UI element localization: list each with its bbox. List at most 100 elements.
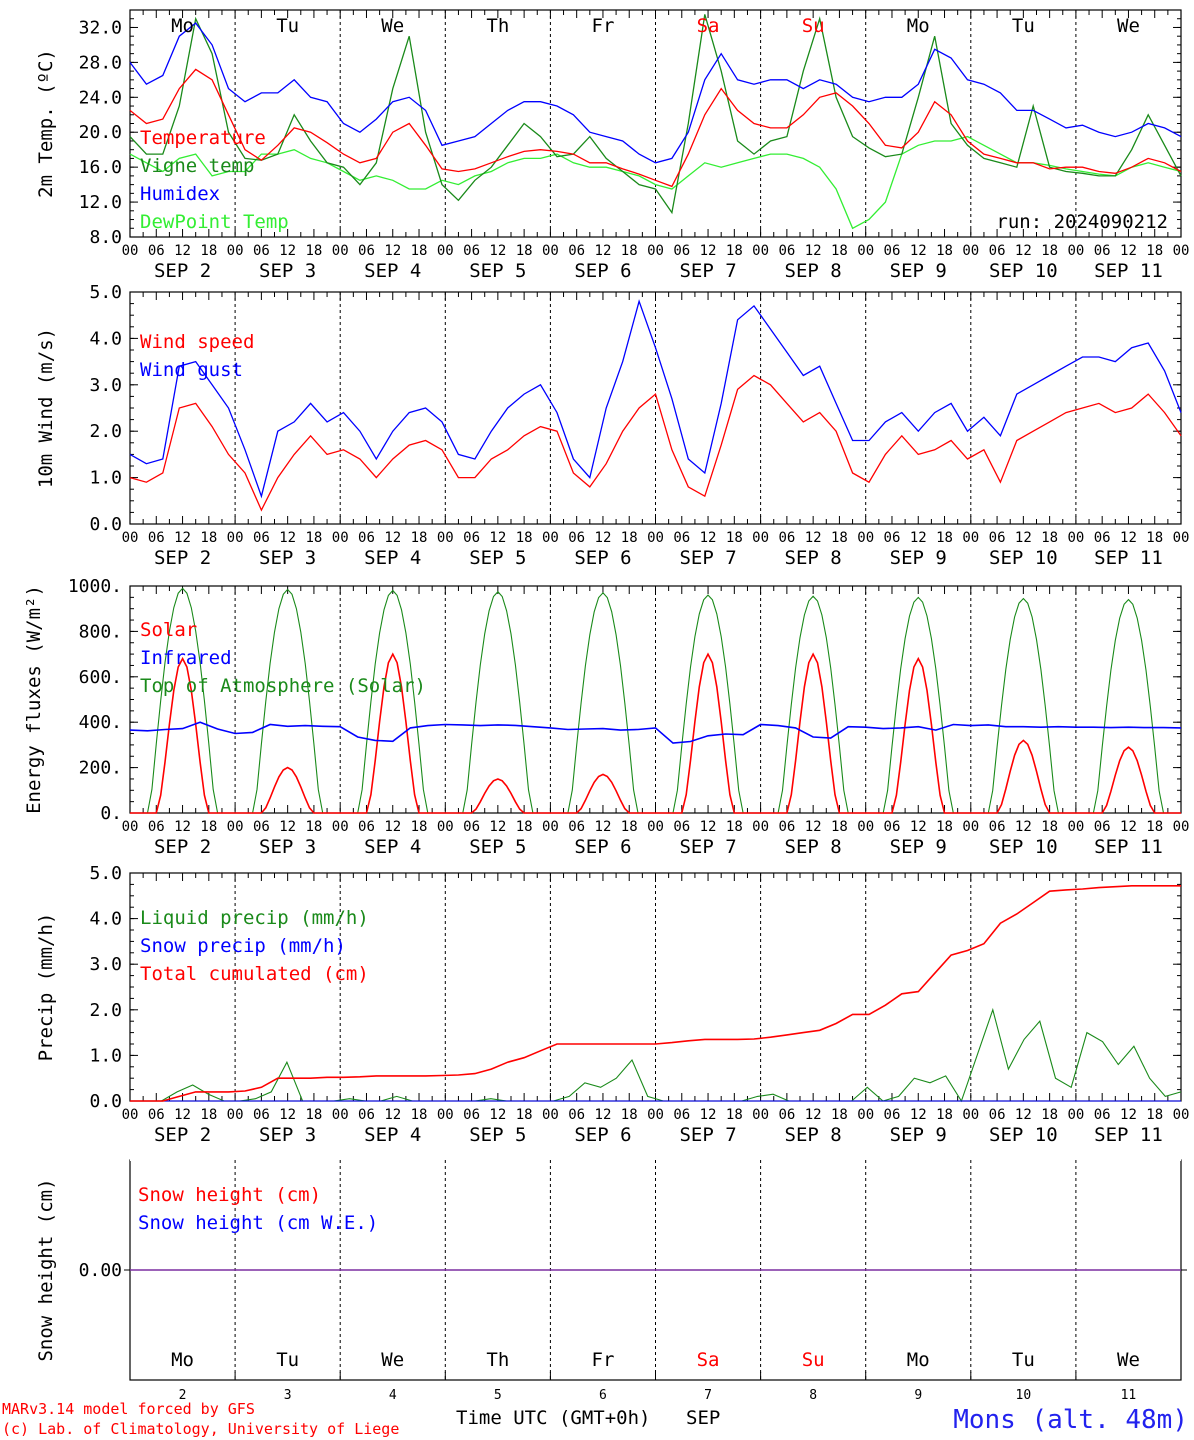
x-day-label: SEP 2 xyxy=(154,836,211,858)
x-hour-label: 18 xyxy=(621,243,638,259)
weekday-label: Sa xyxy=(697,1349,720,1371)
x-hour-label: 12 xyxy=(1015,1107,1032,1123)
x-hour-label: 06 xyxy=(253,530,270,546)
y-tick-label: 0.0 xyxy=(89,514,122,535)
x-hour-label: 12 xyxy=(700,243,717,259)
weekday-label: Mo xyxy=(171,15,194,37)
x-hour-label: 00 xyxy=(962,243,979,259)
x-day-label: SEP 10 xyxy=(989,260,1058,282)
y-tick-label: 600. xyxy=(79,667,122,688)
day-number-label: 10 xyxy=(1016,1388,1032,1403)
day-number-label: 6 xyxy=(599,1388,607,1403)
x-hour-label: 12 xyxy=(595,819,612,835)
day-number-label: 4 xyxy=(389,1388,397,1403)
x-hour-label: 18 xyxy=(1041,530,1058,546)
x-hour-label: 12 xyxy=(700,530,717,546)
series-line-wind-gust xyxy=(129,299,1182,499)
x-hour-label: 00 xyxy=(647,530,664,546)
x-hour-label: 06 xyxy=(463,243,480,259)
x-axis-month: SEP xyxy=(686,1407,720,1429)
y-tick-label: 1000. xyxy=(68,576,122,597)
weekday-label: Su xyxy=(802,15,825,37)
x-day-label: SEP 5 xyxy=(469,1124,526,1146)
x-hour-label: 12 xyxy=(595,1107,612,1123)
x-day-label: SEP 4 xyxy=(364,1124,421,1146)
series-line-vigne-temp xyxy=(129,14,1182,215)
x-hour-label: 00 xyxy=(1067,243,1084,259)
x-hour-label: 06 xyxy=(568,243,585,259)
x-hour-label: 12 xyxy=(384,530,401,546)
x-hour-label: 06 xyxy=(253,243,270,259)
x-hour-label: 12 xyxy=(1120,243,1137,259)
x-hour-label: 18 xyxy=(1146,819,1163,835)
x-day-label: SEP 10 xyxy=(989,1124,1058,1146)
x-hour-label: 00 xyxy=(437,1107,454,1123)
x-day-label: SEP 8 xyxy=(785,260,842,282)
x-hour-label: 00 xyxy=(227,1107,244,1123)
y-tick-label: 1.0 xyxy=(89,468,122,489)
x-day-label: SEP 7 xyxy=(679,836,736,858)
x-hour-label: 00 xyxy=(332,530,349,546)
x-hour-label: 12 xyxy=(489,1107,506,1123)
x-hour-label: 00 xyxy=(1067,530,1084,546)
x-day-label: SEP 9 xyxy=(890,547,947,569)
x-hour-label: 18 xyxy=(411,1107,428,1123)
y-axis-label: 2m Temp. (ºC) xyxy=(35,49,57,198)
x-hour-label: 06 xyxy=(358,819,375,835)
x-hour-label: 12 xyxy=(805,1107,822,1123)
x-hour-label: 00 xyxy=(122,243,139,259)
x-hour-label: 12 xyxy=(700,819,717,835)
x-hour-label: 00 xyxy=(857,243,874,259)
x-hour-label: 18 xyxy=(726,1107,743,1123)
x-hour-label: 18 xyxy=(516,530,533,546)
x-day-label: SEP 3 xyxy=(259,1124,316,1146)
weekday-label: Tu xyxy=(1012,15,1035,37)
weekday-label: Tu xyxy=(276,1349,299,1371)
x-hour-label: 06 xyxy=(568,819,585,835)
x-hour-label: 06 xyxy=(148,1107,165,1123)
legend-entry: Total cumulated (cm) xyxy=(140,963,369,985)
x-hour-label: 18 xyxy=(936,1107,953,1123)
y-tick-label: 24.0 xyxy=(79,87,122,108)
weekday-label: We xyxy=(1117,15,1140,37)
x-hour-label: 00 xyxy=(122,1107,139,1123)
x-hour-label: 00 xyxy=(1173,819,1190,835)
x-hour-label: 18 xyxy=(1041,819,1058,835)
day-number-label: 9 xyxy=(914,1388,922,1403)
x-hour-label: 06 xyxy=(1094,243,1111,259)
x-hour-label: 00 xyxy=(437,819,454,835)
x-hour-label: 12 xyxy=(1015,819,1032,835)
x-hour-label: 00 xyxy=(227,819,244,835)
x-hour-label: 06 xyxy=(568,530,585,546)
series-line-humidex xyxy=(129,22,1182,164)
weekday-label: Mo xyxy=(907,1349,930,1371)
y-tick-label: 4.0 xyxy=(89,909,122,930)
y-axis-label: Snow height (cm) xyxy=(35,1178,57,1361)
x-hour-label: 12 xyxy=(384,819,401,835)
x-hour-label: 00 xyxy=(227,243,244,259)
x-hour-label: 00 xyxy=(647,819,664,835)
x-hour-label: 00 xyxy=(1173,243,1190,259)
weekday-label: Mo xyxy=(907,15,930,37)
x-hour-label: 06 xyxy=(148,819,165,835)
x-hour-label: 12 xyxy=(910,1107,927,1123)
x-hour-label: 12 xyxy=(910,819,927,835)
y-tick-label: 8.0 xyxy=(89,227,122,248)
x-hour-label: 18 xyxy=(621,1107,638,1123)
y-axis-label: 10m Wind (m/s) xyxy=(35,328,57,488)
x-day-label: SEP 2 xyxy=(154,260,211,282)
x-hour-label: 06 xyxy=(884,819,901,835)
x-day-label: SEP 4 xyxy=(364,836,421,858)
x-day-label: SEP 6 xyxy=(574,1124,631,1146)
x-hour-label: 00 xyxy=(857,530,874,546)
x-hour-label: 00 xyxy=(437,530,454,546)
y-tick-label: 0.00 xyxy=(79,1260,122,1281)
y-tick-label: 2.0 xyxy=(89,1000,122,1021)
x-hour-label: 00 xyxy=(752,1107,769,1123)
x-hour-label: 18 xyxy=(831,530,848,546)
series-line-solar xyxy=(130,652,1181,814)
x-hour-label: 18 xyxy=(936,530,953,546)
x-hour-label: 06 xyxy=(1094,819,1111,835)
x-hour-label: 12 xyxy=(279,819,296,835)
y-tick-label: 4.0 xyxy=(89,328,122,349)
